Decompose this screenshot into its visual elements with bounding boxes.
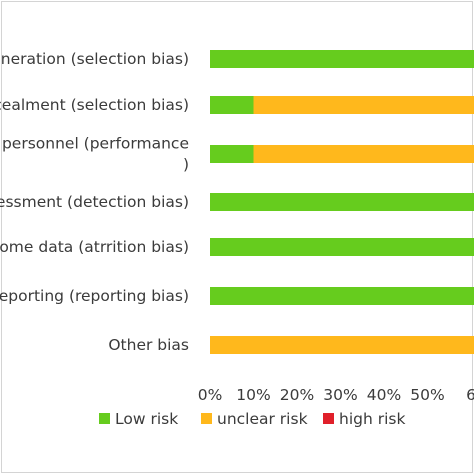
x-tick-label: 50% — [410, 386, 444, 404]
bar-segment-low-risk — [210, 50, 474, 68]
category-label: cealment (selection bias) — [0, 96, 189, 114]
x-tick-label: 30% — [323, 386, 357, 404]
category-label: reporting (reporting bias) — [0, 287, 189, 305]
bar-segment-unclear-risk — [210, 336, 474, 354]
x-tick-label: 10% — [236, 386, 270, 404]
x-tick-label: 0% — [198, 386, 223, 404]
bar-segment-low-risk — [210, 287, 474, 305]
category-label: personnel (performance — [2, 135, 189, 153]
x-tick-labels: 0% 10% 20% 30% 40% 50% 6 — [198, 386, 474, 404]
legend-swatch — [99, 413, 110, 424]
category-label: come data (atrrition bias) — [0, 238, 189, 256]
legend: Low risk unclear risk high risk — [99, 410, 405, 428]
category-label: essment (detection bias) — [0, 193, 189, 211]
bar-segment-low-risk — [210, 145, 254, 163]
legend-swatch — [201, 413, 212, 424]
legend-swatch — [323, 413, 334, 424]
bar-segment-unclear-risk — [253, 96, 474, 114]
bar-segment-low-risk — [210, 238, 474, 256]
x-tick-label: 6 — [466, 386, 474, 404]
legend-label: high risk — [339, 410, 405, 428]
category-label: ) — [183, 156, 189, 174]
x-tick-label: 40% — [367, 386, 401, 404]
bar-segment-unclear-risk — [253, 145, 474, 163]
category-labels: eneration (selection bias) cealment (sele… — [0, 50, 189, 354]
legend-label: unclear risk — [217, 410, 308, 428]
bars — [210, 50, 474, 354]
category-label: eneration (selection bias) — [0, 50, 189, 68]
bar-segment-low-risk — [210, 96, 254, 114]
x-tick-label: 20% — [280, 386, 314, 404]
category-label: Other bias — [108, 336, 189, 354]
legend-label: Low risk — [115, 410, 178, 428]
bar-segment-low-risk — [210, 193, 474, 211]
